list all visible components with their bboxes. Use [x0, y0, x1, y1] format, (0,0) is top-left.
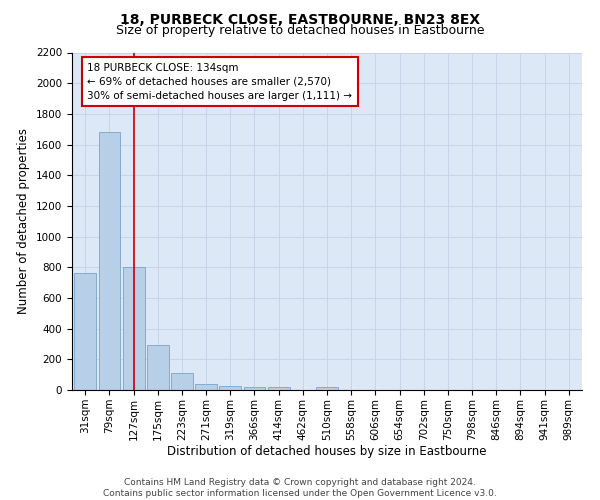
Text: Size of property relative to detached houses in Eastbourne: Size of property relative to detached ho…: [116, 24, 484, 37]
Bar: [268, 387, 290, 390]
Bar: [123, 268, 145, 390]
Bar: [316, 387, 338, 390]
X-axis label: Distribution of detached houses by size in Eastbourne: Distribution of detached houses by size …: [167, 446, 487, 458]
Bar: [244, 387, 265, 390]
Bar: [147, 344, 169, 390]
Text: 18, PURBECK CLOSE, EASTBOURNE, BN23 8EX: 18, PURBECK CLOSE, EASTBOURNE, BN23 8EX: [120, 12, 480, 26]
Text: 18 PURBECK CLOSE: 134sqm
← 69% of detached houses are smaller (2,570)
30% of sem: 18 PURBECK CLOSE: 134sqm ← 69% of detach…: [88, 62, 352, 100]
Bar: [98, 132, 121, 390]
Bar: [195, 384, 217, 390]
Y-axis label: Number of detached properties: Number of detached properties: [17, 128, 31, 314]
Bar: [74, 274, 96, 390]
Bar: [220, 386, 241, 390]
Text: Contains HM Land Registry data © Crown copyright and database right 2024.
Contai: Contains HM Land Registry data © Crown c…: [103, 478, 497, 498]
Bar: [171, 373, 193, 390]
